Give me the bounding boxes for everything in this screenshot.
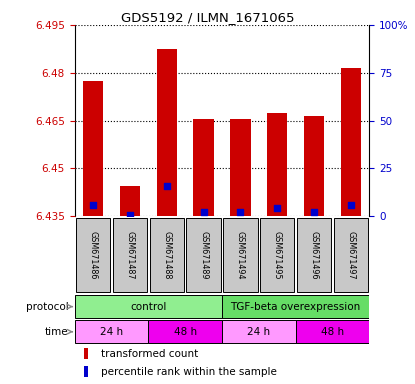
Bar <box>156 49 177 216</box>
Bar <box>267 113 288 216</box>
FancyBboxPatch shape <box>260 218 294 293</box>
Text: GSM671495: GSM671495 <box>273 231 282 280</box>
Bar <box>304 116 324 216</box>
Bar <box>120 186 140 216</box>
FancyBboxPatch shape <box>75 320 149 343</box>
Point <box>164 183 170 189</box>
Point <box>237 209 244 215</box>
Text: GSM671496: GSM671496 <box>310 231 319 280</box>
FancyBboxPatch shape <box>150 218 184 293</box>
FancyBboxPatch shape <box>75 295 222 318</box>
FancyBboxPatch shape <box>149 320 222 343</box>
Bar <box>230 119 251 216</box>
FancyBboxPatch shape <box>186 218 221 293</box>
Text: GSM671494: GSM671494 <box>236 231 245 280</box>
Text: GSM671488: GSM671488 <box>162 231 171 280</box>
Bar <box>83 366 88 377</box>
Bar <box>83 348 88 359</box>
Text: TGF-beta overexpression: TGF-beta overexpression <box>231 301 361 311</box>
Text: 24 h: 24 h <box>100 327 123 337</box>
FancyBboxPatch shape <box>334 218 368 293</box>
Text: GSM671487: GSM671487 <box>125 231 134 280</box>
Text: transformed count: transformed count <box>101 349 198 359</box>
Text: GSM671486: GSM671486 <box>89 231 98 280</box>
Text: GSM671489: GSM671489 <box>199 231 208 280</box>
Point <box>274 205 281 212</box>
Point <box>90 202 96 208</box>
Text: percentile rank within the sample: percentile rank within the sample <box>101 367 277 377</box>
Text: protocol: protocol <box>26 301 69 311</box>
FancyBboxPatch shape <box>76 218 110 293</box>
Point <box>200 209 207 215</box>
FancyBboxPatch shape <box>223 218 258 293</box>
Point <box>127 212 133 218</box>
Bar <box>83 81 103 216</box>
Text: 48 h: 48 h <box>321 327 344 337</box>
Text: control: control <box>130 301 166 311</box>
Text: GDS5192 / ILMN_1671065: GDS5192 / ILMN_1671065 <box>121 11 294 24</box>
FancyBboxPatch shape <box>113 218 147 293</box>
Point <box>348 202 354 208</box>
FancyBboxPatch shape <box>295 320 369 343</box>
Text: time: time <box>45 327 69 337</box>
FancyBboxPatch shape <box>222 320 295 343</box>
Bar <box>193 119 214 216</box>
Bar <box>341 68 361 216</box>
FancyBboxPatch shape <box>222 295 369 318</box>
Text: 48 h: 48 h <box>173 327 197 337</box>
Text: GSM671497: GSM671497 <box>347 231 355 280</box>
Text: 24 h: 24 h <box>247 327 271 337</box>
FancyBboxPatch shape <box>297 218 331 293</box>
Point <box>311 209 317 215</box>
